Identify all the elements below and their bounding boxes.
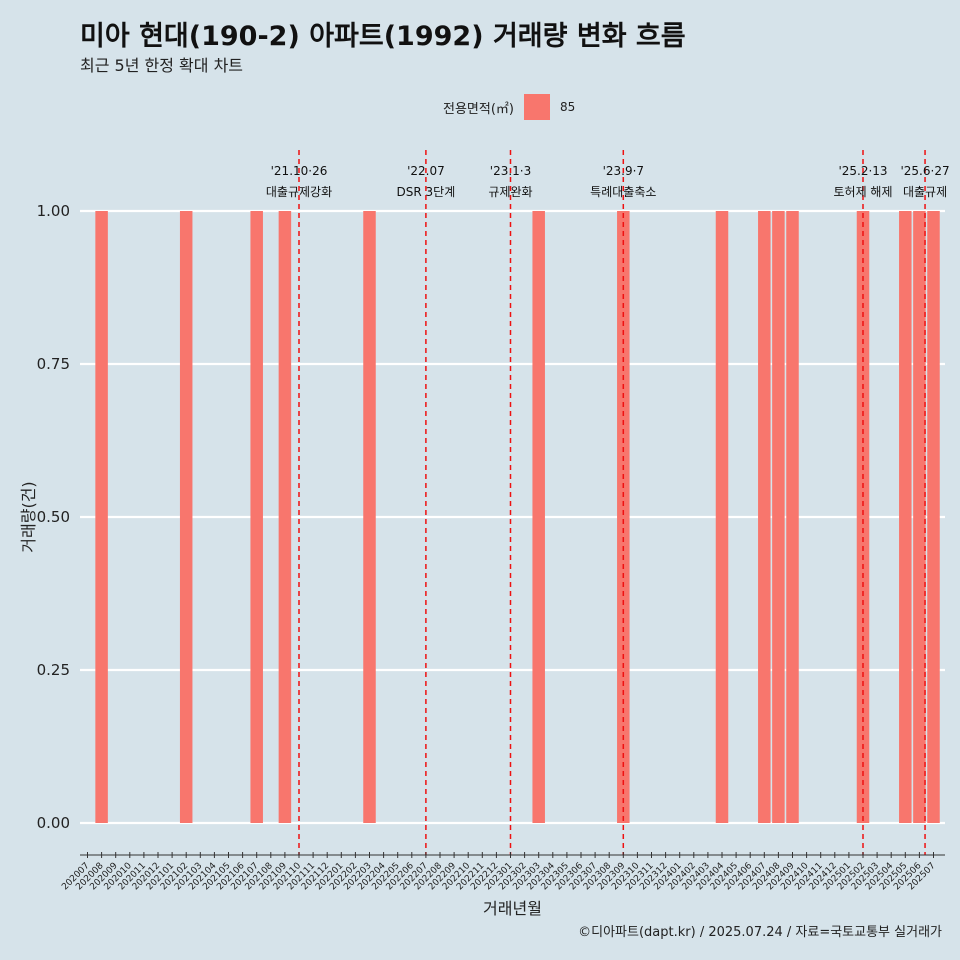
bar-202008 — [95, 211, 108, 823]
bar-202407 — [758, 211, 771, 823]
bar-202102 — [179, 211, 193, 823]
event-label: 특례대출축소 — [590, 185, 656, 199]
bar-202309 — [617, 211, 630, 823]
event-label: DSR 3단계 — [397, 185, 456, 199]
event-date-label: '22.07 — [407, 164, 445, 178]
bar-202502 — [856, 211, 870, 823]
event-label: 토허제 해제 — [833, 185, 892, 199]
bar-202409 — [786, 211, 799, 823]
x-axis-title: 거래년월 — [483, 899, 542, 918]
y-tick-label: 0.50 — [37, 508, 70, 526]
bar-202109 — [278, 211, 292, 823]
y-axis-title: 거래량(건) — [19, 481, 38, 552]
source-caption: ©디아파트(dapt.kr) / 2025.07.24 / 자료=국토교통부 실… — [578, 925, 942, 940]
event-date-label: '25.6·27 — [900, 164, 949, 178]
legend-swatch-85 — [523, 94, 550, 120]
bar-202107 — [250, 211, 263, 823]
event-label: 대출규제 — [903, 185, 947, 199]
legend-title: 전용면적(㎡) — [443, 101, 514, 117]
bar-202506 — [913, 211, 926, 823]
legend: 전용면적(㎡) 85 — [443, 94, 575, 120]
y-tick-label: 0.75 — [37, 355, 70, 373]
event-label: 대출규제강화 — [266, 185, 332, 199]
event-date-label: '21.10·26 — [271, 164, 328, 178]
bar-202303 — [532, 211, 545, 823]
legend-item-85: 85 — [559, 100, 576, 114]
chart-title: 미아 현대(190-2) 아파트(1992) 거래량 변화 흐름 — [80, 21, 686, 52]
event-date-label: '23.9·7 — [603, 164, 644, 178]
y-tick-label: 1.00 — [37, 202, 70, 220]
chart-subtitle: 최근 5년 한정 확대 차트 — [80, 56, 244, 75]
y-tick-label: 0.00 — [37, 814, 70, 832]
y-tick-label: 0.25 — [37, 661, 70, 679]
event-date-label: '23.1·3 — [490, 164, 531, 178]
bar-202505 — [899, 211, 912, 823]
bar-202507 — [927, 211, 940, 823]
event-label: 규제완화 — [488, 185, 532, 199]
bar-202203 — [363, 211, 376, 823]
event-date-label: '25.2·13 — [838, 164, 887, 178]
bar-202408 — [772, 211, 785, 823]
bar-202404 — [715, 211, 729, 823]
